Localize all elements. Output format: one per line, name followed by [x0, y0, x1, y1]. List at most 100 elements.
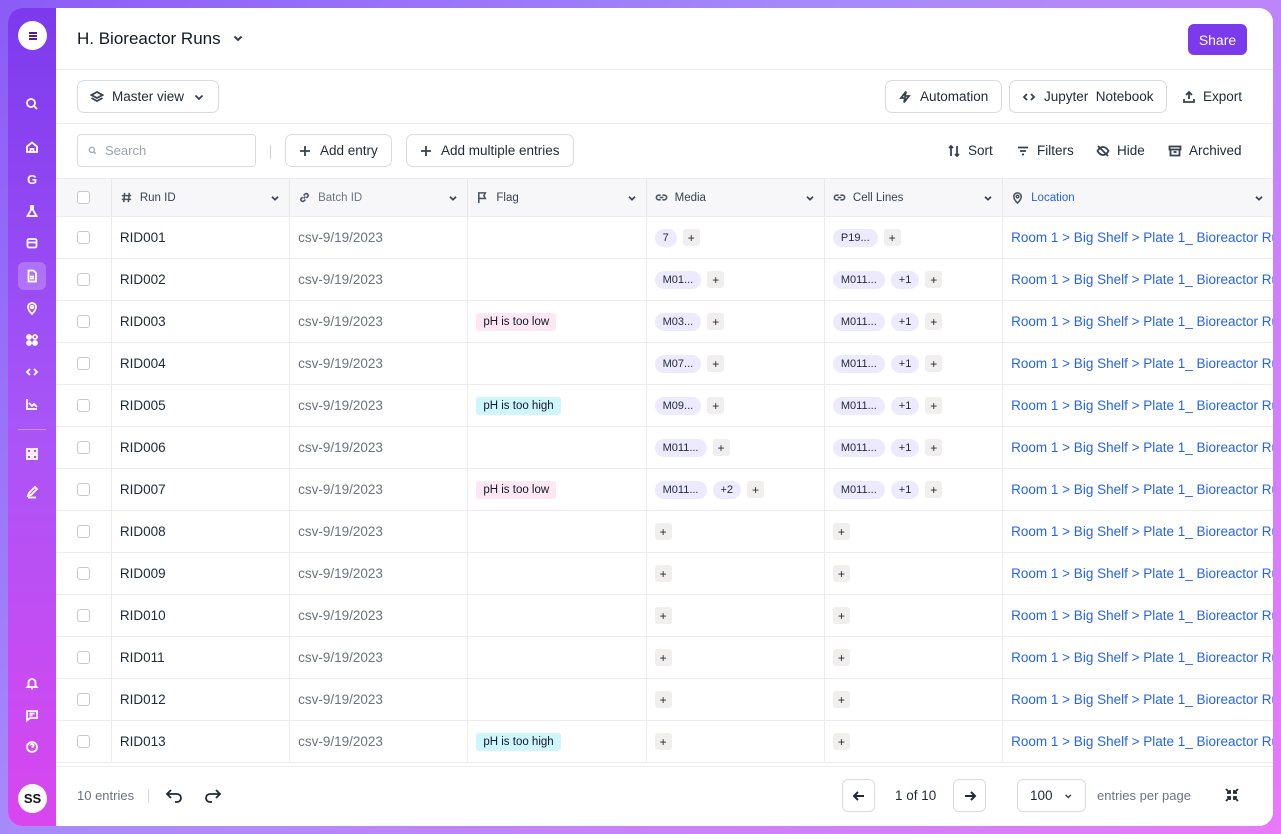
table-row[interactable]: RID002 csv-9/19/2023 M01... + M011... +1 + Room… — [56, 259, 1273, 301]
batch-id-cell[interactable]: csv-9/19/2023 — [290, 595, 469, 636]
flag-cell[interactable] — [468, 637, 647, 678]
media-cell[interactable]: + — [647, 637, 825, 678]
cell-lines-cell[interactable]: M011... +1 + — [825, 385, 1004, 426]
select-all-checkbox[interactable] — [76, 191, 90, 204]
cell-line-chip[interactable]: M011... — [832, 396, 885, 415]
location-link[interactable]: Room 1 > Big Shelf > Plate 1_ Bioreactor… — [1011, 524, 1273, 539]
cell-line-chip[interactable]: P19... — [832, 228, 878, 247]
location-cell[interactable]: Room 1 > Big Shelf > Plate 1_ Bioreactor… — [1003, 301, 1273, 342]
table-row[interactable]: RID004 csv-9/19/2023 M07... + M011... +1 + Room… — [56, 343, 1273, 385]
add-media-button[interactable]: + — [654, 733, 672, 750]
inventory-nav-button[interactable] — [18, 229, 46, 257]
cell-lines-cell[interactable]: M011... +1 + — [825, 301, 1004, 342]
cell-line-chip[interactable]: +1 — [890, 438, 920, 457]
column-header-location[interactable]: Location — [1003, 179, 1273, 216]
media-cell[interactable]: M07... + — [647, 343, 825, 384]
row-checkbox[interactable] — [76, 273, 90, 286]
cell-lines-cell[interactable]: + — [825, 679, 1004, 720]
messages-button[interactable] — [18, 701, 46, 729]
cell-line-chip[interactable]: M011... — [832, 312, 885, 331]
add-cell-line-button[interactable]: + — [883, 229, 901, 246]
share-button[interactable]: Share — [1188, 24, 1247, 55]
cell-line-chip[interactable]: M011... — [832, 354, 885, 373]
filters-button[interactable]: Filters — [1016, 134, 1074, 167]
cell-line-chip[interactable]: +1 — [890, 270, 920, 289]
flag-cell[interactable]: pH is too high — [468, 385, 647, 426]
batch-id-cell[interactable]: csv-9/19/2023 — [290, 511, 469, 552]
cell-lines-cell[interactable]: P19... + — [825, 217, 1004, 258]
add-cell-line-button[interactable]: + — [925, 313, 943, 330]
batch-id-cell[interactable]: csv-9/19/2023 — [290, 427, 469, 468]
column-header-cell-lines[interactable]: Cell Lines — [825, 179, 1004, 216]
table-row[interactable]: RID006 csv-9/19/2023 M011... + M011... +1 + Roo… — [56, 427, 1273, 469]
previous-page-button[interactable] — [842, 779, 875, 812]
cell-line-chip[interactable]: +1 — [890, 396, 920, 415]
add-cell-line-button[interactable]: + — [925, 481, 943, 498]
row-checkbox[interactable] — [76, 651, 90, 664]
cell-line-chip[interactable]: +1 — [890, 480, 920, 499]
apps-nav-button[interactable] — [18, 326, 46, 354]
location-cell[interactable]: Room 1 > Big Shelf > Plate 1_ Bioreactor… — [1003, 511, 1273, 552]
row-checkbox[interactable] — [76, 525, 90, 538]
location-link[interactable]: Room 1 > Big Shelf > Plate 1_ Bioreactor… — [1011, 398, 1273, 413]
media-chip[interactable]: M03... — [654, 312, 702, 331]
table-row[interactable]: RID010 csv-9/19/2023 + + Room 1 > Big Shelf … — [56, 595, 1273, 637]
row-checkbox[interactable] — [76, 483, 90, 496]
flag-cell[interactable] — [468, 511, 647, 552]
batch-id-cell[interactable]: csv-9/19/2023 — [290, 385, 469, 426]
table-row[interactable]: RID008 csv-9/19/2023 + + Room 1 > Big Shelf … — [56, 511, 1273, 553]
add-media-button[interactable]: + — [654, 565, 672, 582]
add-multiple-entries-button[interactable]: Add multiple entries — [406, 134, 574, 167]
location-cell[interactable]: Room 1 > Big Shelf > Plate 1_ Bioreactor… — [1003, 385, 1273, 426]
media-cell[interactable]: + — [647, 679, 825, 720]
add-cell-line-button[interactable]: + — [925, 355, 943, 372]
run-id-cell[interactable]: RID012 — [112, 679, 291, 720]
location-cell[interactable]: Room 1 > Big Shelf > Plate 1_ Bioreactor… — [1003, 553, 1273, 594]
add-media-button[interactable]: + — [747, 481, 765, 498]
add-media-button[interactable]: + — [712, 439, 730, 456]
media-chip[interactable]: 7 — [654, 228, 677, 247]
automation-button[interactable]: Automation — [885, 80, 1002, 113]
cell-lines-cell[interactable]: M011... +1 + — [825, 259, 1004, 300]
archived-button[interactable]: Archived — [1168, 134, 1242, 167]
search-input[interactable] — [105, 143, 245, 158]
location-link[interactable]: Room 1 > Big Shelf > Plate 1_ Bioreactor… — [1011, 566, 1273, 581]
redo-button[interactable] — [202, 784, 224, 806]
table-row[interactable]: RID011 csv-9/19/2023 + + Room 1 > Big Shelf … — [56, 637, 1273, 679]
location-link[interactable]: Room 1 > Big Shelf > Plate 1_ Bioreactor… — [1011, 734, 1273, 749]
location-cell[interactable]: Room 1 > Big Shelf > Plate 1_ Bioreactor… — [1003, 343, 1273, 384]
cell-lines-cell[interactable]: + — [825, 637, 1004, 678]
row-checkbox[interactable] — [76, 567, 90, 580]
batch-id-cell[interactable]: csv-9/19/2023 — [290, 259, 469, 300]
table-row[interactable]: RID003 csv-9/19/2023 pH is too low M03... + M… — [56, 301, 1273, 343]
cell-line-chip[interactable]: M011... — [832, 270, 885, 289]
batch-id-cell[interactable]: csv-9/19/2023 — [290, 469, 469, 510]
column-header-flag[interactable]: Flag — [468, 179, 647, 216]
cell-lines-cell[interactable]: + — [825, 511, 1004, 552]
run-id-cell[interactable]: RID004 — [112, 343, 291, 384]
media-chip[interactable]: M07... — [654, 354, 702, 373]
media-cell[interactable]: M011... +2 + — [647, 469, 825, 510]
documents-nav-button[interactable] — [18, 262, 46, 290]
add-cell-line-button[interactable]: + — [832, 733, 850, 750]
location-link[interactable]: Room 1 > Big Shelf > Plate 1_ Bioreactor… — [1011, 356, 1273, 371]
add-media-button[interactable]: + — [707, 313, 725, 330]
table-row[interactable]: RID012 csv-9/19/2023 + + Room 1 > Big Shelf … — [56, 679, 1273, 721]
table-row[interactable]: RID013 csv-9/19/2023 pH is too high + + Room … — [56, 721, 1273, 763]
row-checkbox[interactable] — [76, 357, 90, 370]
analytics-nav-button[interactable] — [18, 390, 46, 418]
collapse-button[interactable] — [1223, 786, 1241, 804]
cell-lines-cell[interactable]: + — [825, 721, 1004, 762]
add-entry-button[interactable]: Add entry — [285, 134, 392, 167]
run-id-cell[interactable]: RID007 — [112, 469, 291, 510]
add-media-button[interactable]: + — [682, 229, 700, 246]
batch-id-cell[interactable]: csv-9/19/2023 — [290, 679, 469, 720]
run-id-cell[interactable]: RID009 — [112, 553, 291, 594]
table-row[interactable]: RID005 csv-9/19/2023 pH is too high M09... +… — [56, 385, 1273, 427]
location-cell[interactable]: Room 1 > Big Shelf > Plate 1_ Bioreactor… — [1003, 721, 1273, 762]
cell-line-chip[interactable]: M011... — [832, 480, 885, 499]
edit-nav-button[interactable] — [18, 478, 46, 506]
row-checkbox[interactable] — [76, 609, 90, 622]
notifications-button[interactable] — [18, 669, 46, 697]
next-page-button[interactable] — [953, 779, 986, 812]
